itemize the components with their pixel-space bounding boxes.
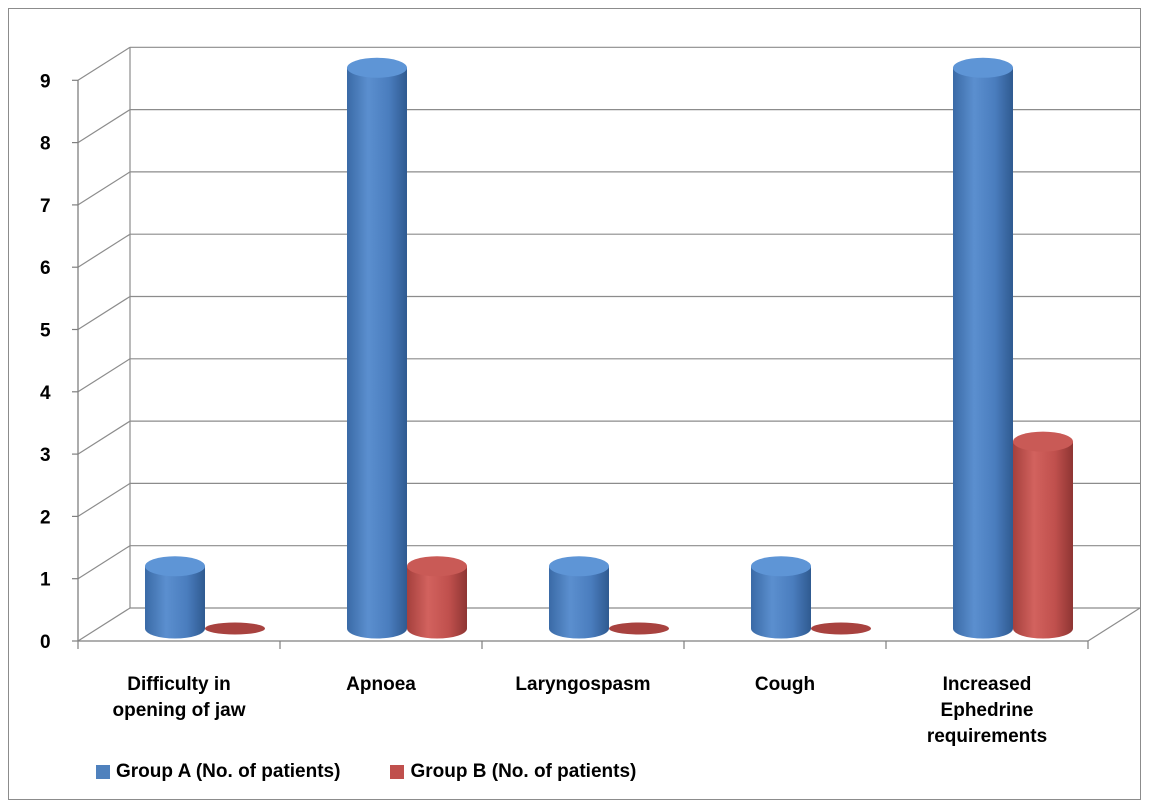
bar-group-b-4-top bbox=[1013, 431, 1073, 452]
bar-group-a-2-top bbox=[549, 556, 609, 577]
y-tick-label: 4 bbox=[40, 383, 51, 404]
chart-frame bbox=[8, 8, 1141, 800]
bar-group-a-1-body bbox=[347, 67, 407, 639]
legend-item-group-a: Group A (No. of patients) bbox=[96, 761, 340, 783]
bar-group-b-1 bbox=[407, 556, 467, 639]
bar-group-a-2 bbox=[549, 556, 609, 639]
floor-left-edge bbox=[77, 607, 131, 642]
bar-group-b-4-body bbox=[1013, 441, 1073, 639]
y-tick-label: 2 bbox=[40, 507, 51, 528]
bar-group-b-2 bbox=[609, 622, 669, 635]
bar-group-a-1-top bbox=[347, 57, 407, 78]
bar-group-a-0-top bbox=[145, 556, 205, 577]
x-tick-label: Difficulty in opening of jaw bbox=[113, 674, 246, 721]
y-tick-label: 9 bbox=[40, 71, 51, 92]
gridline-depth bbox=[77, 233, 131, 268]
gridline-depth bbox=[77, 295, 131, 331]
axes bbox=[72, 79, 1089, 649]
x-tick-label: Apnoea bbox=[346, 674, 416, 695]
x-tick-label: Laryngospasm bbox=[515, 674, 650, 695]
x-tick-label: Increased Ephedrine requirements bbox=[927, 674, 1047, 747]
bar-group-b-4 bbox=[1013, 431, 1073, 639]
gridline-depth bbox=[77, 420, 131, 455]
bar-group-a-4-top bbox=[953, 57, 1013, 78]
legend-label-group-b: Group B (No. of patients) bbox=[410, 761, 637, 782]
bar-group-a-0 bbox=[145, 556, 205, 639]
y-tick-label: 0 bbox=[40, 632, 51, 653]
y-tick-label: 1 bbox=[40, 570, 51, 591]
legend-swatch-group-b bbox=[390, 765, 405, 779]
legend: Group A (No. of patients) Group B (No. o… bbox=[96, 758, 636, 786]
legend-swatch-group-a bbox=[96, 765, 110, 779]
bar-group-a-3 bbox=[751, 556, 811, 639]
gridline-depth bbox=[77, 482, 131, 517]
gridline-depth bbox=[77, 46, 131, 81]
bar-group-b-0 bbox=[205, 622, 265, 635]
gridline-depth bbox=[77, 358, 131, 393]
bar-group-a-0-body bbox=[145, 566, 205, 639]
gridline-depth bbox=[77, 171, 131, 206]
bar-group-b-1-top bbox=[407, 556, 467, 577]
y-tick-label: 5 bbox=[40, 321, 51, 342]
gridline-depth bbox=[77, 109, 131, 144]
legend-item-group-b: Group B (No. of patients) bbox=[390, 761, 636, 783]
x-tick-label: Cough bbox=[755, 674, 815, 695]
axis-labels: 0 1 2 3 4 5 6 7 8 9 Difficulty in opening of jaw Apn… bbox=[40, 71, 1047, 747]
y-tick-label: 3 bbox=[40, 445, 51, 466]
bar-group-a-4-body bbox=[953, 67, 1014, 639]
bar-group-b-3 bbox=[811, 622, 871, 635]
bar-group-a-3-body bbox=[751, 566, 811, 639]
bar-group-b-1-body bbox=[407, 566, 467, 639]
y-tick-label: 8 bbox=[40, 134, 51, 155]
legend-label-group-a: Group A (No. of patients) bbox=[116, 761, 341, 782]
bar-group-a-4 bbox=[953, 57, 1014, 639]
bar-group-a-2-body bbox=[549, 566, 609, 639]
y-tick-label: 6 bbox=[40, 258, 51, 279]
gridline-depth bbox=[77, 545, 131, 580]
bar-group-a-3-top bbox=[751, 556, 811, 577]
bars bbox=[145, 57, 1073, 639]
floor-right-edge bbox=[1087, 607, 1141, 642]
bar-group-a-1 bbox=[347, 57, 407, 639]
y-tick-label: 7 bbox=[40, 196, 51, 217]
